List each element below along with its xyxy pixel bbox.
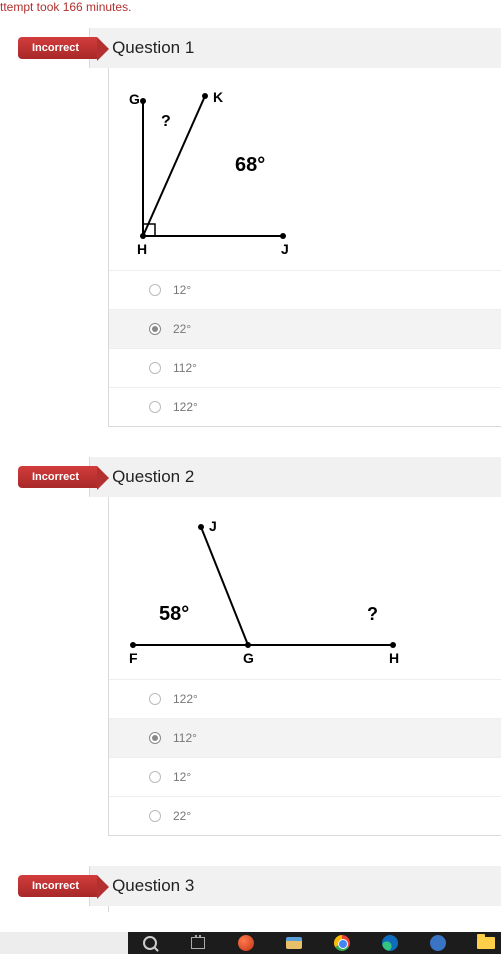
option-label: 22° — [173, 322, 191, 336]
svg-text:H: H — [137, 241, 147, 256]
question-1: Incorrect Question 1 G K H — [0, 28, 501, 427]
svg-text:58°: 58° — [159, 603, 189, 625]
option-label: 122° — [173, 692, 198, 706]
question-header: Incorrect Question 2 — [0, 457, 501, 497]
radio-icon — [149, 771, 161, 783]
question-header: Incorrect Question 3 — [0, 866, 501, 906]
attempt-note: ttempt took 166 minutes. — [0, 0, 501, 28]
question-header: Incorrect Question 1 — [0, 28, 501, 68]
option-b[interactable]: 112° — [109, 718, 501, 757]
status-badge-incorrect: Incorrect — [18, 466, 97, 488]
option-c[interactable]: 12° — [109, 757, 501, 796]
question-title-bar: Question 1 — [89, 28, 501, 68]
question-body: J F G H 58° ? 122° 112° — [108, 497, 501, 836]
app-icon-red[interactable] — [236, 935, 256, 951]
radio-icon — [149, 323, 161, 335]
radio-icon — [149, 362, 161, 374]
question-3: Incorrect Question 3 — [0, 866, 501, 912]
option-d[interactable]: 122° — [109, 387, 501, 426]
svg-text:J: J — [209, 518, 217, 534]
file-explorer-icon[interactable] — [284, 935, 304, 951]
svg-text:F: F — [129, 650, 138, 665]
radio-icon — [149, 401, 161, 413]
status-badge-incorrect: Incorrect — [18, 875, 97, 897]
option-label: 112° — [173, 361, 197, 375]
svg-text:H: H — [389, 650, 399, 665]
radio-icon — [149, 810, 161, 822]
option-label: 122° — [173, 400, 198, 414]
svg-text:?: ? — [367, 604, 378, 624]
edge-icon[interactable] — [380, 935, 400, 951]
question-title: Question 3 — [112, 876, 194, 896]
question-diagram: G K H J ? 68° — [109, 78, 501, 264]
option-label: 112° — [173, 731, 197, 745]
chrome-icon[interactable] — [332, 935, 352, 951]
task-view-icon[interactable] — [188, 935, 208, 951]
answer-options: 12° 22° 112° 122° — [109, 270, 501, 426]
question-body: G K H J ? 68° 12° 22° — [108, 68, 501, 427]
question-2: Incorrect Question 2 J F G H — [0, 457, 501, 836]
radio-icon — [149, 693, 161, 705]
option-a[interactable]: 122° — [109, 679, 501, 718]
option-c[interactable]: 112° — [109, 348, 501, 387]
option-b[interactable]: 22° — [109, 309, 501, 348]
option-label: 12° — [173, 770, 191, 784]
svg-text:G: G — [243, 650, 254, 665]
question-title: Question 1 — [112, 38, 194, 58]
option-label: 12° — [173, 283, 191, 297]
folder-icon[interactable] — [476, 935, 496, 951]
taskbar-light-segment — [0, 932, 128, 954]
option-a[interactable]: 12° — [109, 270, 501, 309]
status-badge-incorrect: Incorrect — [18, 37, 97, 59]
windows-taskbar — [0, 932, 501, 954]
answer-options: 122° 112° 12° 22° — [109, 679, 501, 835]
question-title: Question 2 — [112, 467, 194, 487]
question-title-bar: Question 2 — [89, 457, 501, 497]
svg-text:K: K — [213, 89, 223, 105]
option-label: 22° — [173, 809, 191, 823]
option-d[interactable]: 22° — [109, 796, 501, 835]
search-icon[interactable] — [140, 935, 160, 951]
svg-text:G: G — [129, 91, 140, 107]
svg-text:J: J — [281, 241, 289, 256]
app-icon-blue[interactable] — [428, 935, 448, 951]
taskbar-dark-segment — [128, 932, 501, 954]
svg-text:?: ? — [161, 113, 171, 130]
question-diagram: J F G H 58° ? — [109, 507, 501, 673]
radio-icon — [149, 732, 161, 744]
svg-text:68°: 68° — [235, 154, 265, 176]
question-title-bar: Question 3 — [89, 866, 501, 906]
radio-icon — [149, 284, 161, 296]
